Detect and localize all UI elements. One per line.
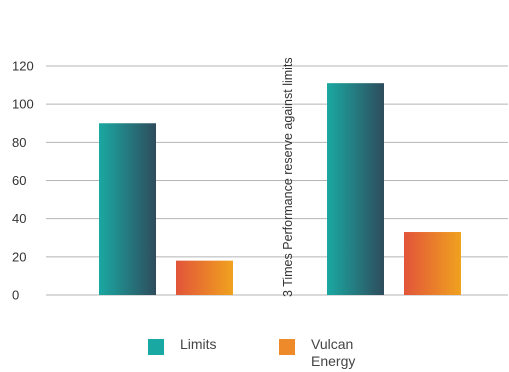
y-tick-label: 100 bbox=[12, 97, 34, 112]
y-tick-label: 40 bbox=[12, 211, 26, 226]
legend-item-vulcan-energy: Vulcan Energy bbox=[279, 336, 371, 370]
bars bbox=[99, 83, 461, 295]
legend-swatch-limits bbox=[148, 339, 164, 355]
bar-vulcan-energy bbox=[404, 232, 461, 295]
y-tick-label: 120 bbox=[12, 59, 34, 74]
y-tick-label: 0 bbox=[12, 288, 19, 303]
annotation-label: 3 Times Performance reserve against limi… bbox=[281, 57, 295, 297]
bar-limits bbox=[327, 83, 384, 295]
bar-vulcan-energy bbox=[176, 260, 233, 295]
legend-swatch-vulcan-energy bbox=[279, 339, 295, 355]
y-axis-ticks: 0 20 40 60 80 100 120 bbox=[12, 59, 34, 303]
y-tick-label: 60 bbox=[12, 173, 26, 188]
y-tick-label: 20 bbox=[12, 249, 26, 264]
legend-label-vulcan-energy: Vulcan Energy bbox=[311, 336, 356, 369]
y-tick-label: 80 bbox=[12, 135, 26, 150]
legend-item-limits: Limits bbox=[148, 336, 217, 355]
legend-label-limits: Limits bbox=[180, 336, 217, 352]
bar-limits bbox=[99, 123, 156, 295]
